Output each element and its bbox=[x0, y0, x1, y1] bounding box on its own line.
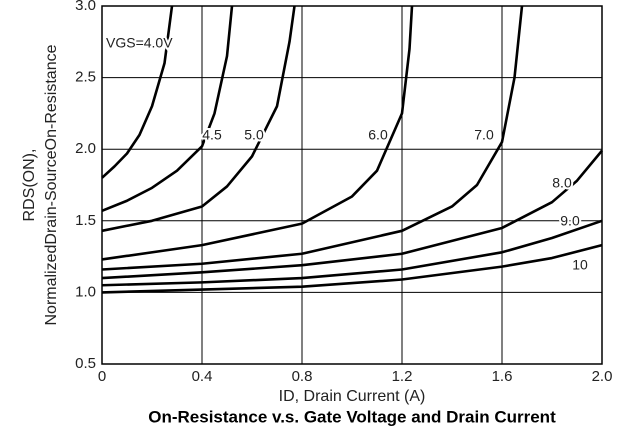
curve-label: 8.0 bbox=[552, 175, 572, 191]
y-tick-label: 2.5 bbox=[75, 69, 96, 86]
curve-label: 6.0 bbox=[368, 127, 388, 143]
curve bbox=[101, 5, 296, 233]
y-tick-label: 3.0 bbox=[75, 0, 96, 14]
y-tick-label: 1.0 bbox=[75, 283, 96, 300]
x-tick-label: 0 bbox=[98, 368, 106, 385]
curve bbox=[101, 5, 234, 212]
curve-label: 9.0 bbox=[560, 213, 580, 229]
x-axis-label: ID, Drain Current (A) bbox=[279, 388, 426, 405]
y-tick-label: 0.5 bbox=[75, 355, 96, 372]
x-tick-label: 1.6 bbox=[492, 368, 513, 385]
curve-label: 10 bbox=[572, 257, 588, 273]
curve bbox=[101, 5, 524, 271]
curve bbox=[101, 5, 414, 261]
y-tick-label: 2.0 bbox=[75, 140, 96, 157]
y-axis-label: RDS(ON), bbox=[21, 149, 38, 222]
y-axis-label: NormalizedDrain-SourceOn-Resistance bbox=[43, 44, 60, 325]
y-tick-label: 1.5 bbox=[75, 212, 96, 229]
curve-label: VGS=4.0V bbox=[106, 35, 173, 51]
curve bbox=[101, 5, 174, 179]
chart-title: On-Resistance v.s. Gate Voltage and Drai… bbox=[148, 407, 556, 426]
x-tick-label: 0.4 bbox=[192, 368, 213, 385]
curve bbox=[101, 149, 603, 280]
x-tick-label: 2.0 bbox=[592, 368, 613, 385]
x-tick-label: 1.2 bbox=[392, 368, 413, 385]
curve bbox=[101, 219, 603, 287]
x-tick-label: 0.8 bbox=[292, 368, 313, 385]
curve-label: 7.0 bbox=[474, 127, 494, 143]
curve-label: 4.5 bbox=[202, 127, 222, 143]
plot-frame bbox=[101, 5, 603, 365]
curve-label: 5.0 bbox=[244, 127, 264, 143]
curve bbox=[101, 243, 603, 294]
